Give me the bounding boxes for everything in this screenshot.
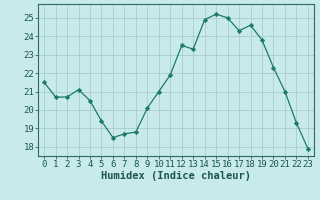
X-axis label: Humidex (Indice chaleur): Humidex (Indice chaleur) — [101, 171, 251, 181]
